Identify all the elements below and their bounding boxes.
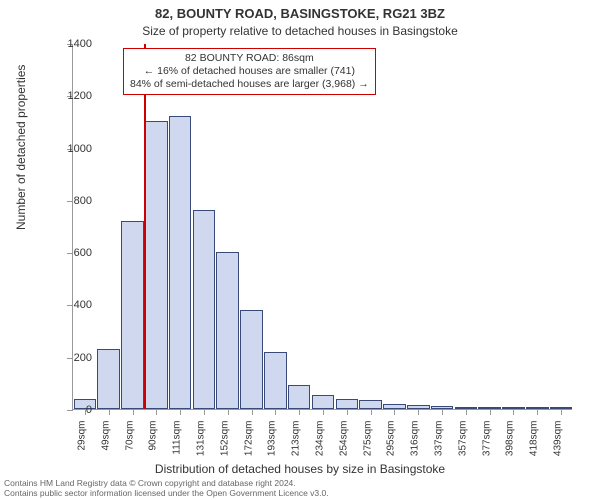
y-tick [67,410,73,411]
histogram-bar [359,400,382,409]
histogram-bar [121,221,144,409]
histogram-bar [216,252,239,409]
y-tick [67,201,73,202]
chart-title-sub: Size of property relative to detached ho… [0,24,600,38]
histogram-bar [288,385,311,409]
x-tick [418,409,419,415]
chart-title-main: 82, BOUNTY ROAD, BASINGSTOKE, RG21 3BZ [0,6,600,21]
footer-attribution: Contains HM Land Registry data © Crown c… [4,478,329,498]
annotation-box: 82 BOUNTY ROAD: 86sqm← 16% of detached h… [123,48,376,95]
y-tick [67,253,73,254]
plot-inner: 82 BOUNTY ROAD: 86sqm← 16% of detached h… [72,44,572,410]
histogram-bar [264,352,287,410]
histogram-bar [97,349,120,409]
annotation-line1: 82 BOUNTY ROAD: 86sqm [130,52,369,65]
y-tick-label: 800 [74,195,92,207]
x-tick [347,409,348,415]
x-tick [275,409,276,415]
histogram-bar [193,210,216,409]
histogram-bar [312,395,335,409]
x-tick [466,409,467,415]
histogram-bar [336,399,359,409]
x-tick [371,409,372,415]
y-tick-label: 0 [86,404,92,416]
y-tick-label: 1200 [68,90,92,102]
y-tick-label: 1000 [68,143,92,155]
x-tick [394,409,395,415]
x-tick [323,409,324,415]
y-tick [67,305,73,306]
x-tick [228,409,229,415]
x-tick [442,409,443,415]
chart-area: 82 BOUNTY ROAD: 86sqm← 16% of detached h… [72,44,572,410]
y-tick [67,358,73,359]
footer-line2: Contains public sector information licen… [4,488,329,498]
annotation-line3: 84% of semi-detached houses are larger (… [130,78,369,91]
x-tick [156,409,157,415]
histogram-bar [169,116,192,409]
reference-vline [144,44,146,409]
y-tick-label: 600 [74,247,92,259]
x-tick [537,409,538,415]
histogram-bar [145,121,168,409]
x-tick [490,409,491,415]
y-tick-label: 200 [74,352,92,364]
x-tick [133,409,134,415]
y-tick-label: 1400 [68,38,92,50]
y-axis-title: Number of detached properties [14,65,28,230]
histogram-bar [240,310,263,409]
x-tick [204,409,205,415]
x-tick [513,409,514,415]
x-tick [561,409,562,415]
x-tick [252,409,253,415]
y-tick-label: 400 [74,299,92,311]
annotation-line2: ← 16% of detached houses are smaller (74… [130,65,369,78]
x-tick [299,409,300,415]
footer-line1: Contains HM Land Registry data © Crown c… [4,478,329,488]
x-tick [109,409,110,415]
x-tick [180,409,181,415]
x-axis-title: Distribution of detached houses by size … [0,462,600,476]
